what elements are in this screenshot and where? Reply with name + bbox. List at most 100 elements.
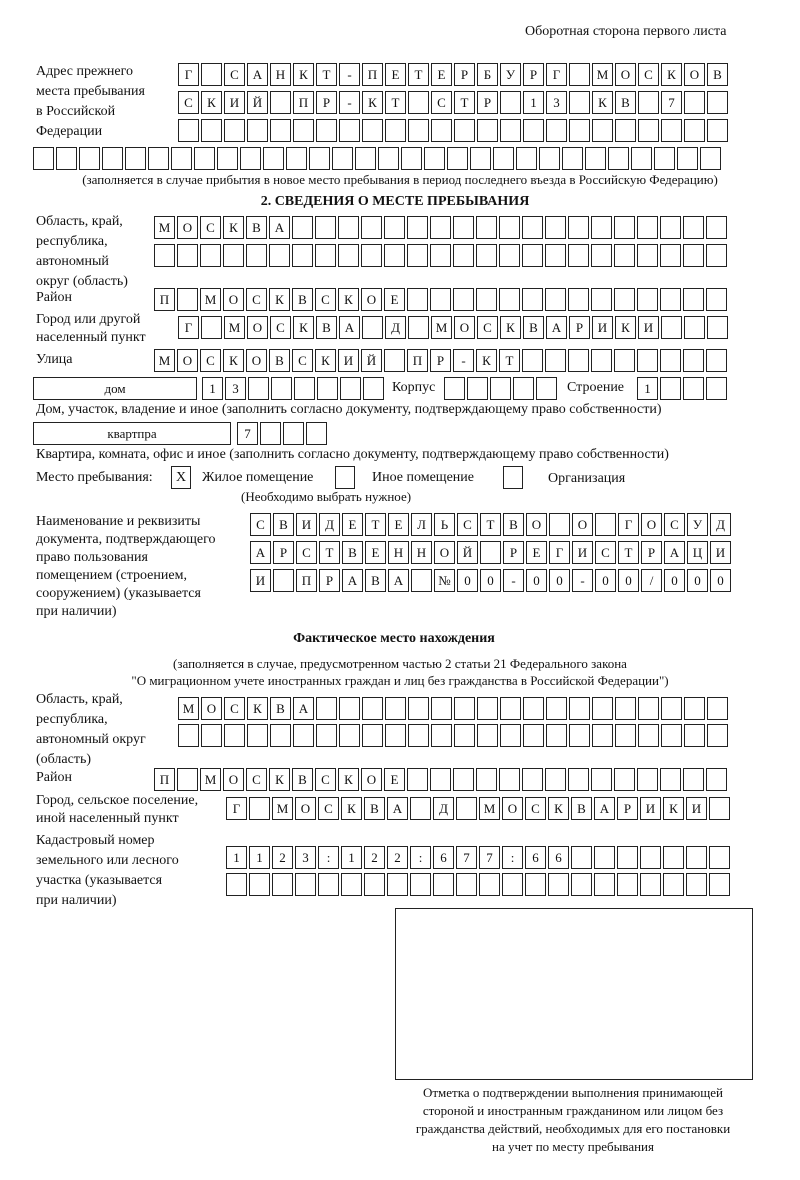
char-box[interactable]	[431, 724, 452, 747]
char-box[interactable]: Е	[342, 513, 363, 536]
char-box[interactable]	[430, 768, 451, 791]
char-box[interactable]: С	[270, 316, 291, 339]
char-box[interactable]	[362, 119, 383, 142]
char-box[interactable]	[568, 349, 589, 372]
char-box[interactable]: Т	[385, 91, 406, 114]
char-box[interactable]: Е	[384, 288, 405, 311]
char-box[interactable]	[569, 119, 590, 142]
char-box[interactable]: С	[457, 513, 478, 536]
char-box[interactable]	[433, 873, 454, 896]
char-box[interactable]	[408, 697, 429, 720]
char-box[interactable]	[546, 724, 567, 747]
char-box[interactable]	[316, 119, 337, 142]
char-box[interactable]: О	[247, 316, 268, 339]
char-box[interactable]	[148, 147, 169, 170]
char-box[interactable]: В	[273, 513, 294, 536]
char-box[interactable]: 0	[664, 569, 685, 592]
char-box[interactable]	[453, 288, 474, 311]
char-box[interactable]: Т	[499, 349, 520, 372]
char-box[interactable]	[361, 216, 382, 239]
char-box[interactable]	[453, 768, 474, 791]
char-box[interactable]: К	[293, 316, 314, 339]
char-box[interactable]	[686, 873, 707, 896]
char-box[interactable]	[709, 797, 730, 820]
char-box[interactable]	[637, 288, 658, 311]
char-box[interactable]: Р	[316, 91, 337, 114]
char-box[interactable]	[430, 216, 451, 239]
char-box[interactable]	[362, 316, 383, 339]
char-box[interactable]	[477, 724, 498, 747]
char-box[interactable]: М	[431, 316, 452, 339]
char-box[interactable]	[516, 147, 537, 170]
char-box[interactable]: Р	[503, 541, 524, 564]
char-box[interactable]	[178, 724, 199, 747]
char-box[interactable]: А	[387, 797, 408, 820]
char-box[interactable]: 7	[456, 846, 477, 869]
char-box[interactable]	[660, 768, 681, 791]
char-box[interactable]: У	[500, 63, 521, 86]
char-box[interactable]	[363, 377, 384, 400]
char-box[interactable]	[545, 768, 566, 791]
char-box[interactable]: 3	[225, 377, 246, 400]
char-box[interactable]: К	[615, 316, 636, 339]
char-box[interactable]: Н	[411, 541, 432, 564]
char-box[interactable]: С	[200, 349, 221, 372]
char-box[interactable]	[283, 422, 304, 445]
char-box[interactable]	[201, 119, 222, 142]
char-box[interactable]	[411, 569, 432, 592]
char-box[interactable]	[430, 244, 451, 267]
char-box[interactable]	[683, 768, 704, 791]
char-box[interactable]	[33, 147, 54, 170]
char-box[interactable]	[407, 288, 428, 311]
char-box[interactable]	[247, 724, 268, 747]
char-box[interactable]	[568, 288, 589, 311]
char-box[interactable]	[269, 244, 290, 267]
char-box[interactable]: В	[365, 569, 386, 592]
char-box[interactable]	[316, 724, 337, 747]
char-box[interactable]	[407, 768, 428, 791]
char-box[interactable]: 6	[525, 846, 546, 869]
char-box[interactable]	[332, 147, 353, 170]
char-box[interactable]: 0	[457, 569, 478, 592]
char-box[interactable]: 7	[479, 846, 500, 869]
char-box[interactable]	[286, 147, 307, 170]
char-box[interactable]: В	[571, 797, 592, 820]
char-box[interactable]: О	[615, 63, 636, 86]
char-box[interactable]	[102, 147, 123, 170]
char-box[interactable]: О	[177, 349, 198, 372]
char-box[interactable]: Н	[388, 541, 409, 564]
char-box[interactable]	[125, 147, 146, 170]
char-box[interactable]	[79, 147, 100, 170]
char-box[interactable]	[615, 119, 636, 142]
char-box[interactable]	[201, 316, 222, 339]
char-box[interactable]	[273, 569, 294, 592]
char-box[interactable]	[525, 873, 546, 896]
char-box[interactable]	[454, 119, 475, 142]
char-box[interactable]	[683, 377, 704, 400]
char-box[interactable]: М	[200, 768, 221, 791]
char-box[interactable]: К	[247, 697, 268, 720]
char-box[interactable]	[178, 119, 199, 142]
char-box[interactable]: 1	[202, 377, 223, 400]
char-box[interactable]	[637, 244, 658, 267]
char-box[interactable]: С	[292, 349, 313, 372]
char-box[interactable]: С	[178, 91, 199, 114]
char-box[interactable]	[444, 377, 465, 400]
char-box[interactable]	[683, 288, 704, 311]
char-box[interactable]	[591, 768, 612, 791]
char-box[interactable]: -	[339, 63, 360, 86]
char-box[interactable]	[661, 697, 682, 720]
char-box[interactable]	[201, 724, 222, 747]
char-box[interactable]	[499, 244, 520, 267]
char-box[interactable]	[272, 873, 293, 896]
char-box[interactable]: С	[431, 91, 452, 114]
char-box[interactable]	[292, 244, 313, 267]
char-box[interactable]	[470, 147, 491, 170]
char-box[interactable]	[545, 349, 566, 372]
char-box[interactable]	[490, 377, 511, 400]
char-box[interactable]	[453, 216, 474, 239]
char-box[interactable]: О	[434, 541, 455, 564]
char-box[interactable]: :	[410, 846, 431, 869]
